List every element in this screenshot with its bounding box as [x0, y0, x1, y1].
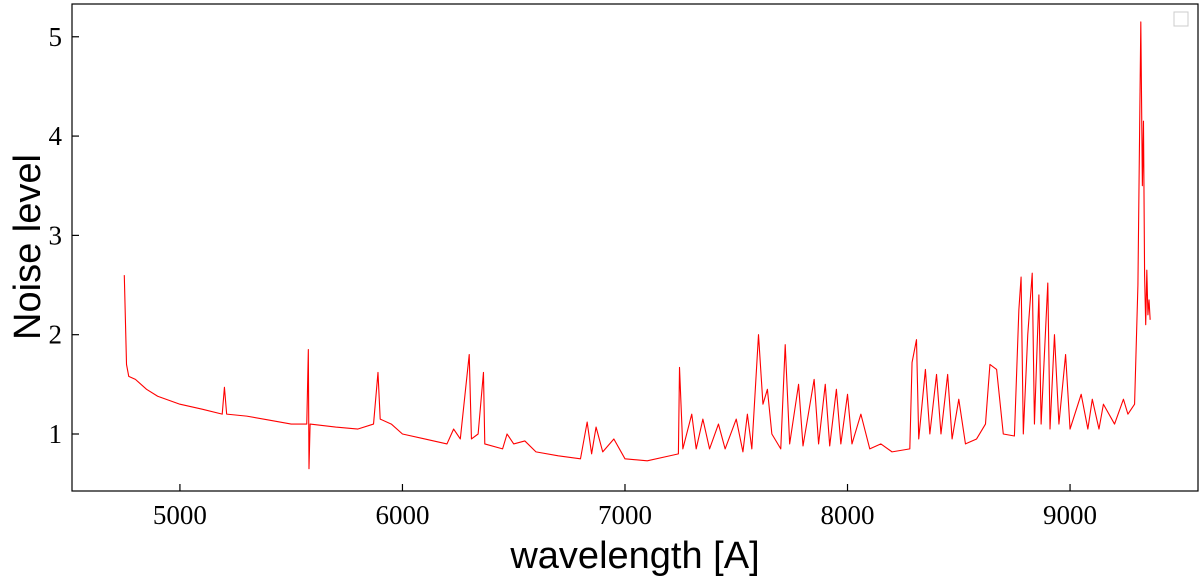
y-tick-label: 2 [49, 320, 63, 350]
x-tick-label: 8000 [821, 500, 875, 530]
legend-box [1173, 11, 1189, 27]
x-axis-label: wavelength [A] [509, 535, 759, 577]
y-tick-label: 3 [49, 220, 63, 250]
y-tick-label: 4 [49, 121, 63, 151]
y-tick-label: 5 [49, 22, 63, 52]
x-tick-label: 6000 [375, 500, 429, 530]
plot-frame [71, 3, 1199, 492]
x-tick-label: 7000 [598, 500, 652, 530]
x-tick-label: 5000 [153, 500, 207, 530]
data-line [123, 21, 1151, 470]
y-tick-label: 1 [49, 419, 63, 449]
x-tick-label: 9000 [1043, 500, 1097, 530]
y-axis-label: Noise level [7, 154, 49, 340]
